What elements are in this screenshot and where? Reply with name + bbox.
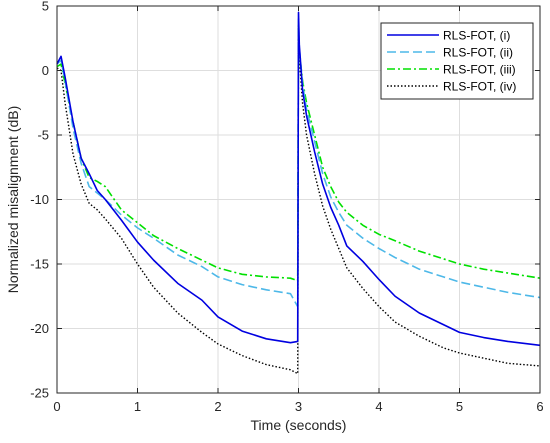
- x-tick-label: 4: [375, 399, 382, 414]
- y-tick-label: -5: [37, 128, 49, 143]
- x-tick-label: 5: [456, 399, 463, 414]
- legend-label-1: RLS-FOT, (i): [443, 29, 510, 43]
- legend-label-4: RLS-FOT, (iv): [443, 80, 516, 94]
- y-tick-label: -25: [30, 386, 49, 401]
- x-tick-label: 2: [214, 399, 221, 414]
- x-axis-title: Time (seconds): [251, 417, 347, 433]
- series-line-1: [56, 11, 541, 347]
- y-tick-label: -15: [30, 257, 49, 272]
- y-axis-title: Normalized misalignment (dB): [5, 106, 21, 294]
- series-line-4: [56, 23, 541, 375]
- y-tick-label: -20: [30, 321, 49, 336]
- legend-label-2: RLS-FOT, (ii): [443, 46, 513, 60]
- legend: RLS-FOT, (i) RLS-FOT, (ii) RLS-FOT, (iii) R…: [380, 22, 534, 100]
- ticks: 0 1 2 3 4 5 6 5 0 -5 -10 -15 -20 -25: [30, 0, 543, 414]
- y-tick-label: 5: [42, 0, 49, 14]
- x-tick-label: 1: [134, 399, 141, 414]
- x-tick-label: 0: [53, 399, 60, 414]
- y-tick-label: -10: [30, 192, 49, 207]
- series-line-3: [56, 24, 541, 282]
- x-tick-label: 6: [536, 399, 543, 414]
- series-layer: [56, 11, 541, 375]
- x-tick-label: 3: [295, 399, 302, 414]
- y-tick-label: 0: [42, 63, 49, 78]
- legend-label-3: RLS-FOT, (iii): [443, 63, 516, 77]
